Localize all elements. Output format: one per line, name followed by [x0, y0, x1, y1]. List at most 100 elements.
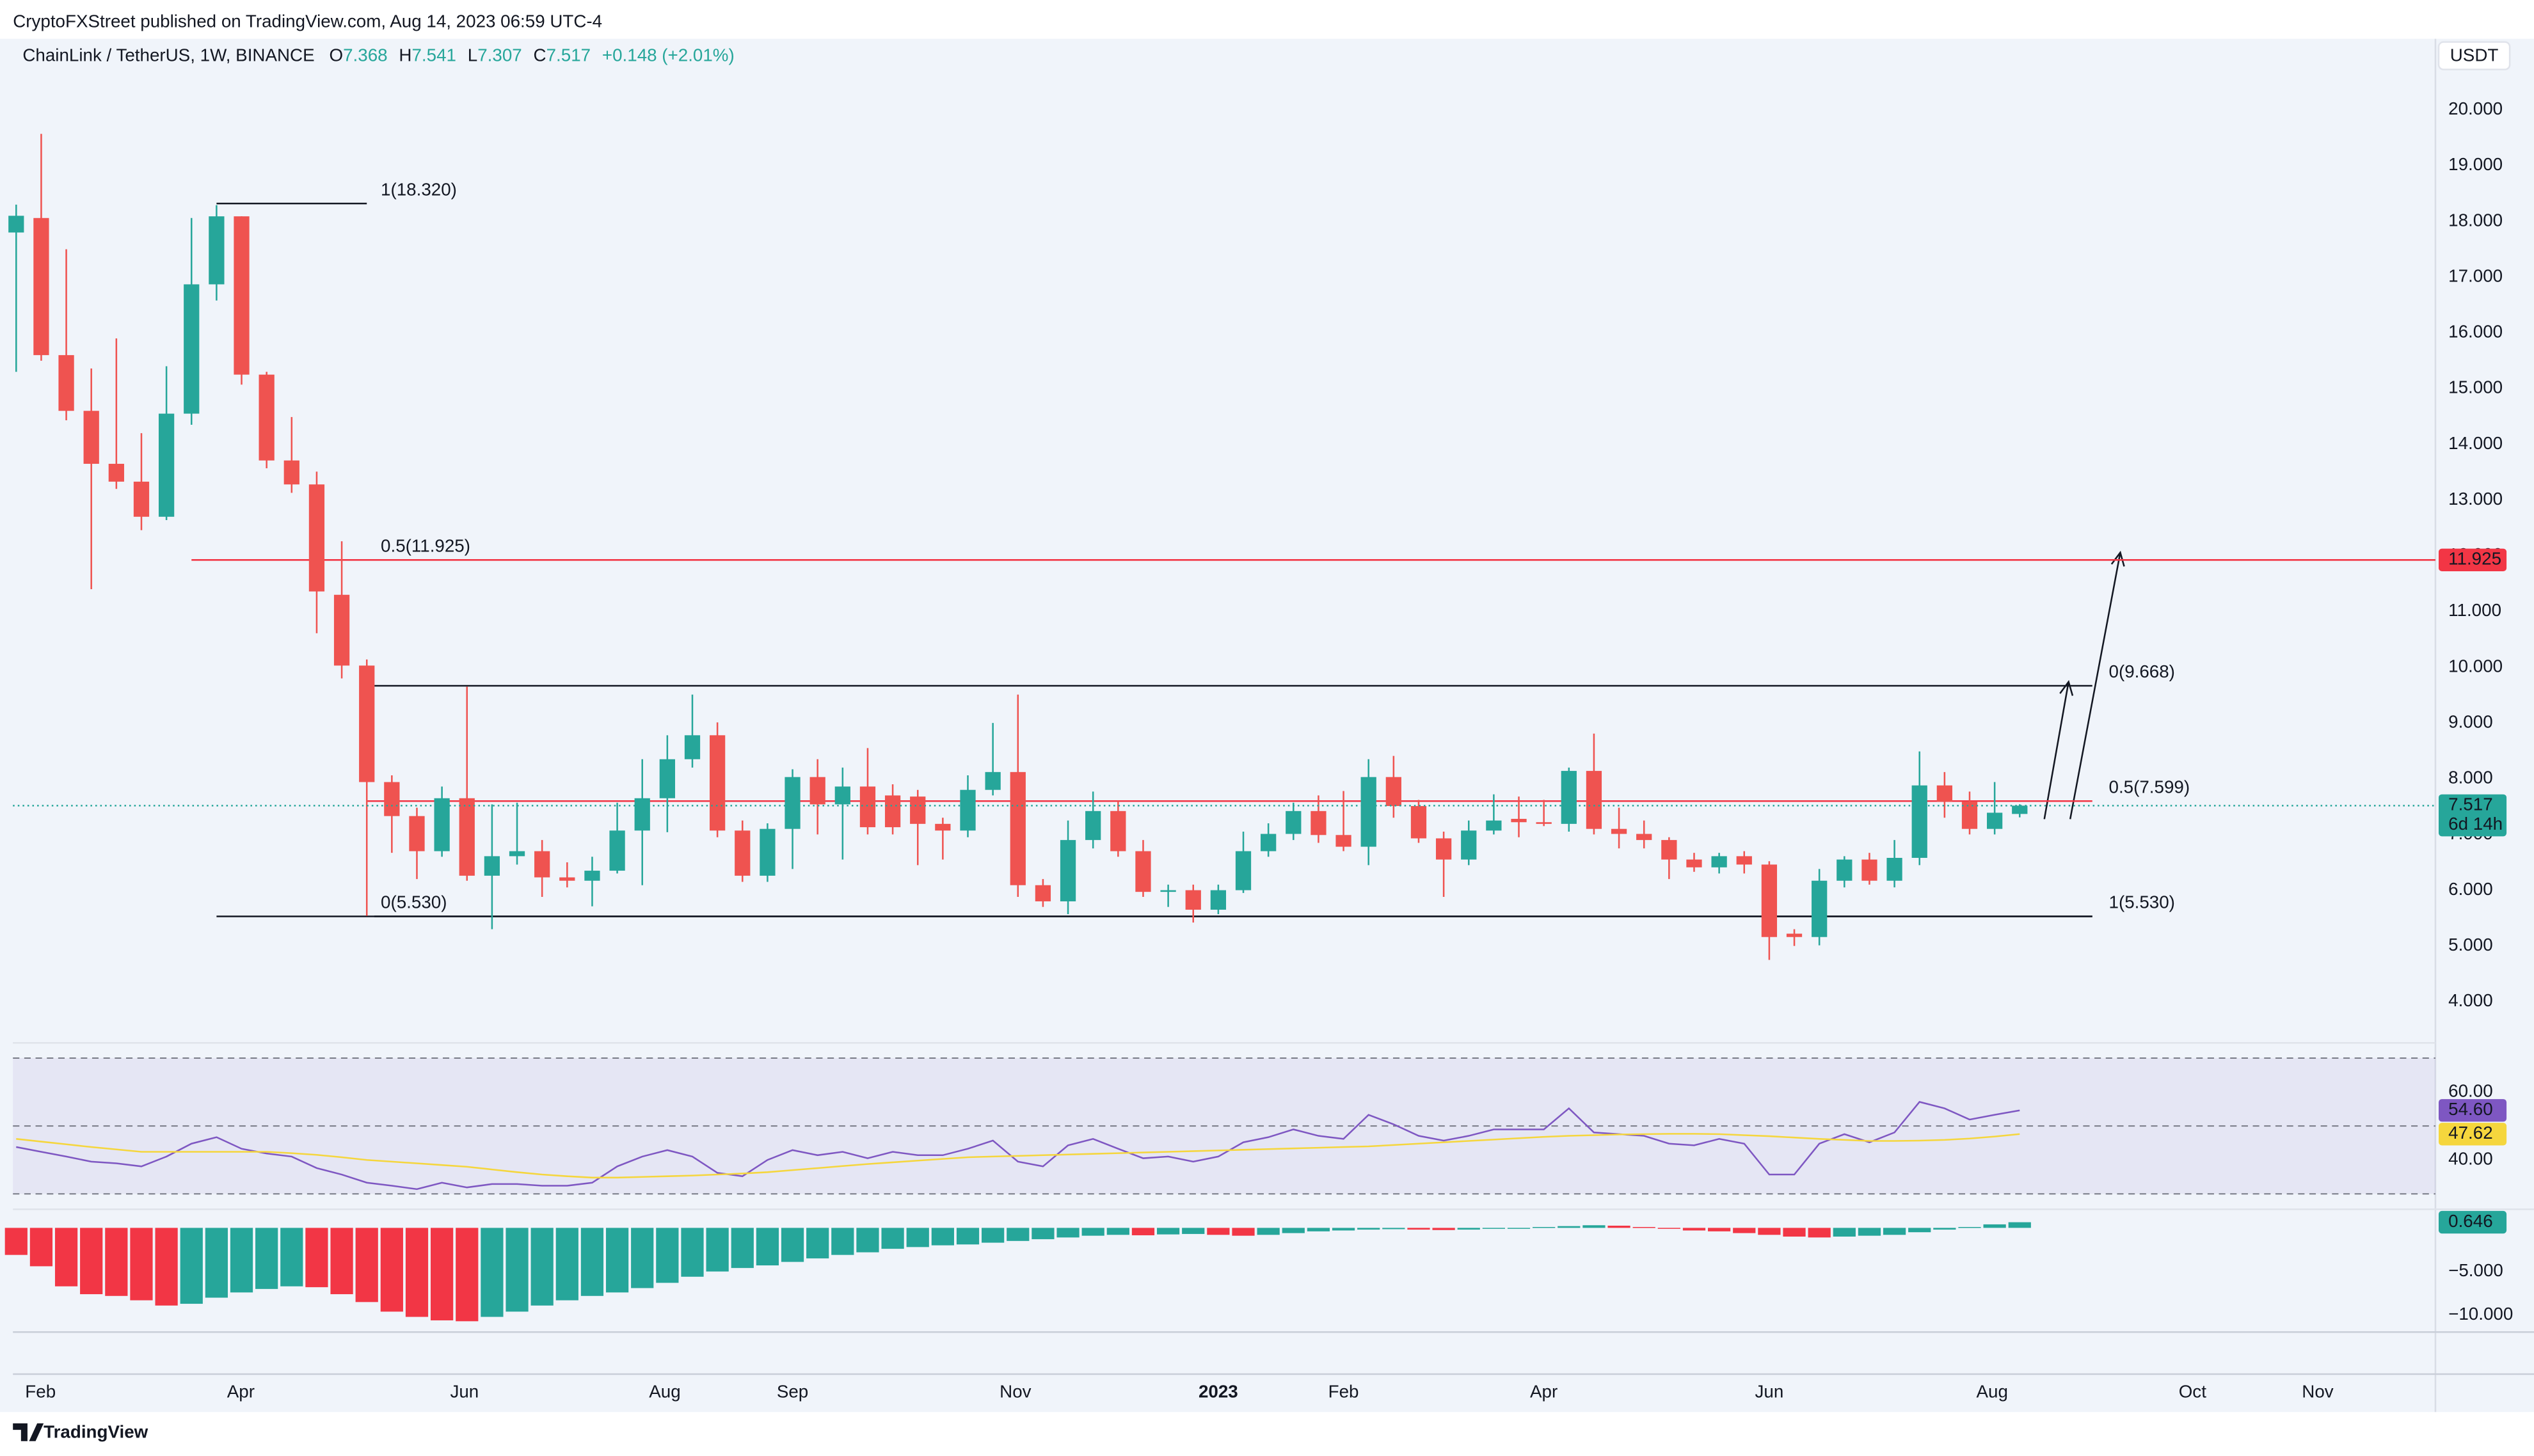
- close-label: C: [534, 45, 546, 65]
- oscillator-bar: [506, 1228, 529, 1312]
- candle-body: [1110, 811, 1126, 851]
- oscillator-bar: [1131, 1228, 1155, 1235]
- oscillator-bar: [906, 1228, 929, 1247]
- price-tick-label: 8.000: [2448, 768, 2492, 787]
- oscillator-bar: [1232, 1228, 1255, 1236]
- currency-box[interactable]: [2437, 41, 2511, 70]
- brand-logo[interactable]: [13, 1423, 44, 1441]
- candle-body: [1435, 838, 1452, 860]
- candle-body: [1911, 785, 1927, 859]
- candle-body: [1761, 864, 1778, 937]
- oscillator-tick-label: −5.000: [2448, 1260, 2503, 1280]
- indicator-last-label: 47.62: [2448, 1123, 2492, 1143]
- time-tick-label: Nov: [2302, 1381, 2333, 1401]
- candle-body: [308, 484, 325, 592]
- oscillator-bar: [1507, 1228, 1531, 1229]
- candle-body: [559, 877, 575, 881]
- oscillator-bar: [806, 1228, 829, 1259]
- candle-body: [809, 777, 825, 805]
- brand-name[interactable]: TradingView: [44, 1421, 148, 1441]
- oscillator-bar: [681, 1228, 704, 1277]
- oscillator-bar: [54, 1228, 78, 1286]
- oscillator-bar: [881, 1228, 904, 1249]
- oscillator-bar: [280, 1228, 303, 1286]
- candle-body: [108, 464, 124, 482]
- oscillator-bar: [1081, 1228, 1104, 1236]
- currency-label[interactable]: USDT: [2450, 45, 2499, 65]
- candle-body: [1085, 811, 1101, 841]
- oscillator-bar: [380, 1228, 403, 1312]
- last-price-box: [2438, 794, 2507, 837]
- oscillator-bar: [856, 1228, 879, 1253]
- oscillator-bar: [1558, 1226, 1581, 1228]
- oscillator-bar: [155, 1228, 178, 1306]
- oscillator-bar: [481, 1228, 504, 1317]
- time-tick-label: Oct: [2179, 1381, 2206, 1401]
- oscillator-bar: [1733, 1228, 1756, 1233]
- candle-body: [234, 216, 250, 375]
- candle-body: [1812, 880, 1828, 937]
- change-value: +0.148 (+2.01%): [602, 45, 735, 65]
- price-tick-label: 18.000: [2448, 210, 2503, 230]
- oscillator-bar: [1457, 1228, 1480, 1230]
- candle-body: [1511, 819, 1527, 823]
- time-tick-label: 2023: [1199, 1381, 1238, 1401]
- candle-body: [1636, 834, 1652, 841]
- oscillator-bar: [330, 1228, 353, 1295]
- oscillator-bar: [4, 1228, 28, 1255]
- candle-body: [634, 798, 650, 831]
- oscillator-bar: [1482, 1228, 1505, 1229]
- open-value: 7.368: [343, 45, 387, 65]
- oscillator-bar: [931, 1228, 954, 1246]
- level-price-label: 11.925: [2448, 549, 2501, 569]
- indicator-line: [16, 1133, 2020, 1179]
- price-tick-label: 14.000: [2448, 433, 2503, 453]
- time-tick-label: Jun: [450, 1381, 479, 1401]
- candle-body: [1736, 856, 1752, 865]
- oscillator-bar: [706, 1228, 729, 1272]
- candle-body: [1210, 890, 1227, 910]
- publisher-line: CryptoFXStreet published on TradingView.…: [13, 12, 602, 31]
- oscillator-tick-label: −10.000: [2448, 1304, 2513, 1324]
- candle-body: [58, 355, 74, 411]
- candle-body: [609, 830, 625, 871]
- candle-body: [1185, 890, 1201, 910]
- oscillator-bar: [530, 1228, 554, 1306]
- oscillator-bar: [1007, 1228, 1030, 1241]
- candle-body: [1360, 777, 1376, 847]
- candle-body: [359, 665, 375, 782]
- candle-body: [1837, 859, 1853, 881]
- oscillator-bar: [1883, 1228, 1906, 1235]
- oscillator-bar: [831, 1228, 854, 1255]
- candle-body: [33, 218, 49, 356]
- oscillator-bar: [756, 1228, 779, 1266]
- oscillator-bar: [2008, 1222, 2031, 1228]
- oscillator-bar: [355, 1228, 378, 1302]
- candle-body: [684, 735, 701, 759]
- oscillator-bar: [1908, 1228, 1931, 1233]
- oscillator-bar: [80, 1228, 103, 1295]
- oscillator-bar: [255, 1228, 278, 1289]
- candle-body: [1235, 851, 1252, 890]
- oscillator-bar: [1833, 1228, 1856, 1237]
- indicator-last-label: 54.60: [2448, 1099, 2492, 1119]
- oscillator-bar: [555, 1228, 578, 1301]
- oscillator-bar: [1182, 1228, 1205, 1234]
- price-tick-label: 10.000: [2448, 656, 2503, 676]
- symbol-title: ChainLink / TetherUS, 1W, BINANCE: [22, 45, 314, 65]
- candle-body: [1886, 858, 1902, 881]
- oscillator-bar: [1357, 1228, 1380, 1230]
- rsi-tick-label: 40.00: [2448, 1149, 2492, 1169]
- indicator-line: [16, 1101, 2020, 1191]
- oscillator-last-label: 0.646: [2448, 1211, 2492, 1231]
- candle-body: [1861, 859, 1877, 881]
- candle-body: [1686, 859, 1702, 867]
- price-tick-label: 16.000: [2448, 322, 2503, 342]
- oscillator-bar: [631, 1228, 654, 1288]
- oscillator-bar: [1657, 1228, 1680, 1229]
- oscillator-bar: [580, 1228, 604, 1296]
- rsi-tick-label: 60.00: [2448, 1080, 2492, 1100]
- oscillator-bar: [1783, 1228, 1806, 1237]
- low-value: 7.307: [477, 45, 522, 65]
- candle-body: [434, 798, 450, 851]
